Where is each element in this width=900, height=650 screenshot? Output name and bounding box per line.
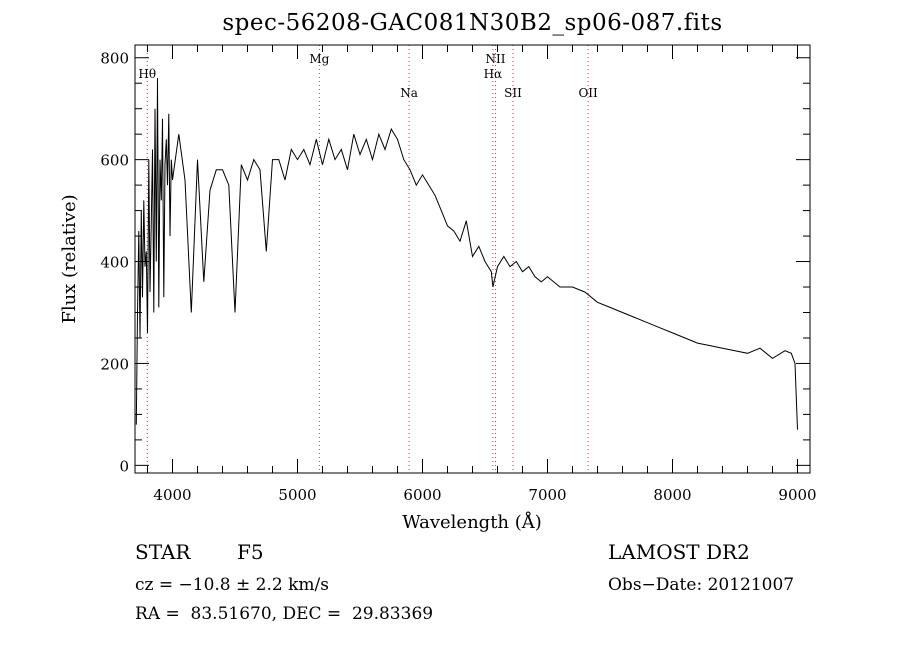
line-marker-label: SII bbox=[504, 86, 522, 100]
line-marker-label: Na bbox=[400, 86, 418, 100]
x-tick-label: 7000 bbox=[528, 486, 566, 504]
line-marker-label: Hα bbox=[484, 67, 503, 81]
y-axis-label: Flux (relative) bbox=[59, 194, 80, 323]
y-tick-label: 800 bbox=[100, 50, 129, 68]
line-marker-label: OII bbox=[578, 86, 598, 100]
spectrum-line bbox=[135, 78, 798, 430]
observation-date: Obs−Date: 20121007 bbox=[608, 575, 795, 595]
x-tick-label: 9000 bbox=[778, 486, 816, 504]
plot-frame bbox=[134, 44, 811, 474]
line-marker-label: NII bbox=[486, 52, 506, 66]
x-tick-label: 8000 bbox=[653, 486, 691, 504]
x-tick-label: 4000 bbox=[153, 486, 191, 504]
object-class: STAR bbox=[135, 540, 191, 564]
object-subclass: F5 bbox=[237, 540, 264, 564]
line-marker-label: Hθ bbox=[138, 67, 156, 81]
survey-name: LAMOST DR2 bbox=[608, 540, 750, 564]
y-tick-label: 600 bbox=[100, 152, 129, 170]
line-marker-label: Mg bbox=[309, 52, 329, 66]
y-tick-label: 400 bbox=[100, 254, 129, 272]
x-tick-label: 5000 bbox=[278, 486, 316, 504]
x-tick-label: 6000 bbox=[403, 486, 441, 504]
ra-dec: RA = 83.51670, DEC = 29.83369 bbox=[135, 604, 434, 624]
redshift-cz: cz = −10.8 ± 2.2 km/s bbox=[135, 575, 329, 595]
y-tick-label: 0 bbox=[119, 457, 129, 475]
chart-title: spec-56208-GAC081N30B2_sp06-087.fits bbox=[222, 10, 723, 36]
y-tick-label: 200 bbox=[100, 355, 129, 373]
x-axis-label: Wavelength (Å) bbox=[402, 511, 542, 533]
